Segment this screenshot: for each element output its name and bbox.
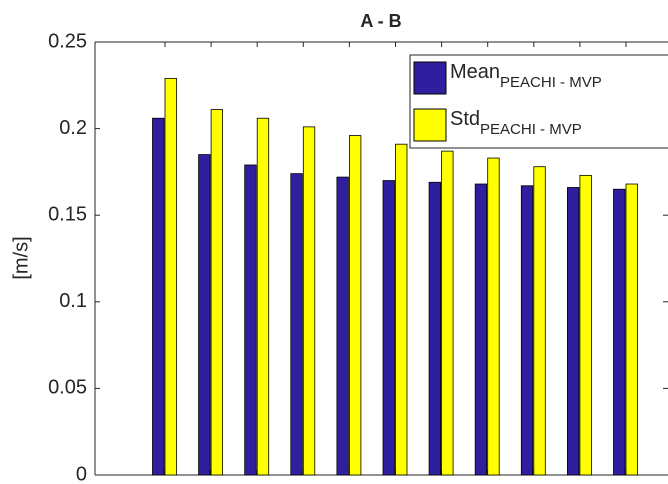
legend-subscript: PEACHI - MVP <box>480 121 582 138</box>
bar <box>487 157 500 476</box>
bar <box>533 166 546 476</box>
legend-box <box>409 54 668 149</box>
bar <box>382 180 395 476</box>
bar <box>428 181 442 476</box>
bar <box>256 117 270 476</box>
bar <box>474 183 488 476</box>
legend-swatch <box>413 61 447 95</box>
bar <box>520 185 534 476</box>
y-axis-label: [m/s] <box>10 236 32 279</box>
legend-name: Std <box>450 108 480 130</box>
bar <box>613 188 626 476</box>
y-tick-label: 0 <box>76 463 87 484</box>
y-tick-label: 0.2 <box>59 117 87 139</box>
bar <box>441 150 454 476</box>
bar <box>348 135 362 476</box>
bar <box>579 174 592 476</box>
bar <box>210 109 224 476</box>
y-tick-label: 0.05 <box>48 377 87 399</box>
bar <box>395 143 408 476</box>
y-tick-label: 0.25 <box>48 30 87 52</box>
bar <box>152 117 165 476</box>
bar <box>302 126 316 476</box>
bar <box>567 187 580 476</box>
y-tick-label: 0.15 <box>48 203 87 225</box>
bar <box>198 154 211 476</box>
y-tick-label: 0.1 <box>59 290 87 312</box>
legend-subscript: PEACHI - MVP <box>500 74 602 91</box>
legend-label: StdPEACHI - MVP <box>450 108 582 138</box>
legend-swatch <box>413 108 447 142</box>
chart-title: A - B <box>360 11 401 31</box>
bar <box>625 183 638 476</box>
bar <box>244 164 257 476</box>
legend-name: Mean <box>450 61 500 83</box>
legend-label: MeanPEACHI - MVP <box>450 61 602 91</box>
bar <box>164 77 177 476</box>
bar <box>336 176 349 476</box>
bar <box>290 173 303 476</box>
